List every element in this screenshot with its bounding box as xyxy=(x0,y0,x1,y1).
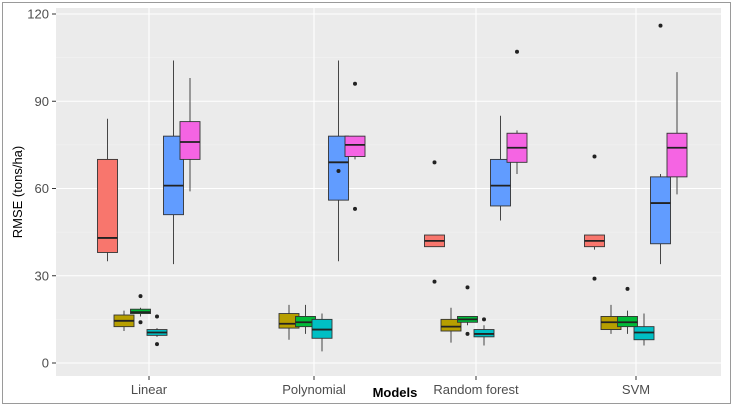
x-axis-ticks: Linear Polynomial Random forest SVM xyxy=(131,376,650,397)
y-tick-label: 30 xyxy=(35,268,49,283)
box-iqr xyxy=(650,176,671,245)
box-polynomial xyxy=(278,304,300,340)
y-axis-ticks: 0 30 60 90 120 xyxy=(27,7,56,371)
box-linear xyxy=(130,294,151,325)
box-random-forest xyxy=(440,307,462,343)
box-iqr xyxy=(344,135,366,157)
outlier-point xyxy=(625,286,630,291)
outlier-point xyxy=(138,294,143,299)
outlier-point xyxy=(465,331,470,336)
box-random-forest xyxy=(506,49,528,174)
x-tick-label: Linear xyxy=(131,382,168,397)
y-tick-label: 120 xyxy=(27,7,49,22)
box-iqr xyxy=(490,158,511,207)
box-iqr xyxy=(179,121,201,160)
box-svm xyxy=(617,286,638,334)
outlier-point xyxy=(138,320,143,325)
x-tick-label: Random forest xyxy=(433,382,519,397)
outlier-point xyxy=(353,81,357,86)
outlier-point xyxy=(336,169,341,174)
box-random-forest xyxy=(490,115,511,221)
outlier-point xyxy=(592,154,597,159)
outlier-point xyxy=(482,317,486,322)
box-series xyxy=(97,23,688,352)
outlier-point xyxy=(155,314,159,319)
box-linear xyxy=(146,314,168,347)
box-iqr xyxy=(163,135,184,216)
box-polynomial xyxy=(328,60,349,262)
y-tick-label: 60 xyxy=(35,181,49,196)
box-polynomial xyxy=(344,81,366,211)
outlier-point xyxy=(155,342,159,347)
outlier-point xyxy=(432,160,437,165)
x-axis-title: Models xyxy=(373,385,418,400)
box-svm xyxy=(633,313,655,346)
box-random-forest xyxy=(424,160,445,284)
box-random-forest xyxy=(473,317,495,346)
box-svm xyxy=(666,72,688,195)
outlier-point xyxy=(465,285,470,290)
box-iqr xyxy=(440,318,462,332)
box-iqr xyxy=(97,158,118,253)
outlier-point xyxy=(515,49,519,54)
y-axis-title: RMSE (tons/ha) xyxy=(10,146,25,238)
y-tick-label: 90 xyxy=(35,94,49,109)
box-random-forest xyxy=(457,285,478,336)
box-svm xyxy=(650,23,671,265)
x-tick-label: SVM xyxy=(622,382,650,397)
box-iqr xyxy=(666,132,688,178)
outlier-point xyxy=(658,23,663,28)
box-linear xyxy=(163,60,184,265)
box-iqr xyxy=(328,135,349,201)
outlier-point xyxy=(592,276,597,281)
y-tick-label: 0 xyxy=(42,356,49,371)
outlier-point xyxy=(353,206,357,211)
box-linear xyxy=(113,310,135,332)
box-svm xyxy=(584,154,605,281)
box-linear xyxy=(179,77,201,192)
outlier-point xyxy=(432,279,437,284)
x-tick-label: Polynomial xyxy=(282,382,346,397)
box-linear xyxy=(97,118,118,262)
box-polynomial xyxy=(311,313,333,352)
